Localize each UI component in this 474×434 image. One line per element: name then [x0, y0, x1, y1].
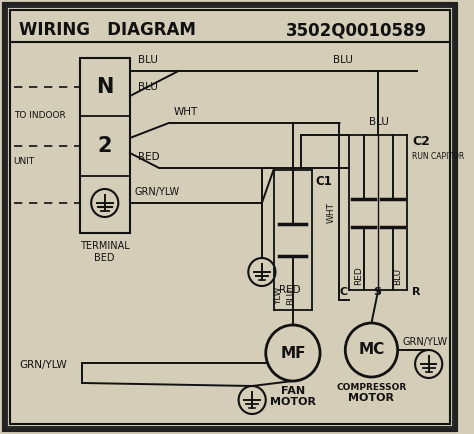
Text: BLU: BLU	[138, 55, 157, 65]
Text: 2: 2	[98, 136, 112, 156]
Text: BLU: BLU	[138, 82, 157, 92]
Text: R: R	[412, 287, 421, 297]
Text: COMPRESSOR: COMPRESSOR	[337, 383, 407, 392]
Text: MF: MF	[280, 345, 306, 361]
Text: WIRING   DIAGRAM: WIRING DIAGRAM	[19, 21, 196, 39]
Circle shape	[91, 189, 118, 217]
Text: BED: BED	[94, 253, 115, 263]
Circle shape	[238, 386, 266, 414]
Text: MC: MC	[358, 342, 384, 358]
Text: C1: C1	[315, 175, 332, 188]
Text: MOTOR: MOTOR	[270, 397, 316, 407]
Text: MOTOR: MOTOR	[348, 393, 394, 403]
Text: 3502Q0010589: 3502Q0010589	[286, 21, 427, 39]
Circle shape	[248, 258, 275, 286]
Text: UNIT: UNIT	[14, 157, 35, 165]
Text: RUN CAPITOR: RUN CAPITOR	[412, 152, 465, 161]
Circle shape	[266, 325, 320, 381]
Text: C2: C2	[412, 135, 430, 148]
Text: C: C	[339, 287, 347, 297]
Text: GRN/YLW: GRN/YLW	[402, 337, 447, 347]
Circle shape	[345, 323, 398, 377]
Text: RED: RED	[354, 266, 363, 285]
Text: GRN/YLW: GRN/YLW	[135, 187, 180, 197]
Text: BLU: BLU	[333, 55, 353, 65]
Text: WHT: WHT	[327, 202, 336, 223]
Text: YLW: YLW	[274, 286, 283, 305]
Text: TERMINAL: TERMINAL	[80, 241, 129, 251]
Text: BLU: BLU	[286, 288, 295, 305]
Bar	[80, 58, 130, 233]
Text: BLU: BLU	[393, 268, 402, 285]
Text: WHT: WHT	[173, 107, 198, 117]
Text: RED: RED	[138, 152, 159, 162]
Text: BLU: BLU	[369, 117, 388, 127]
Text: TO INDOOR: TO INDOOR	[14, 112, 65, 121]
Circle shape	[415, 350, 442, 378]
Text: N: N	[96, 77, 113, 97]
Text: RED: RED	[279, 285, 301, 295]
Text: S: S	[374, 287, 382, 297]
Text: FAN: FAN	[281, 386, 305, 396]
Text: GRN/YLW: GRN/YLW	[19, 360, 67, 370]
